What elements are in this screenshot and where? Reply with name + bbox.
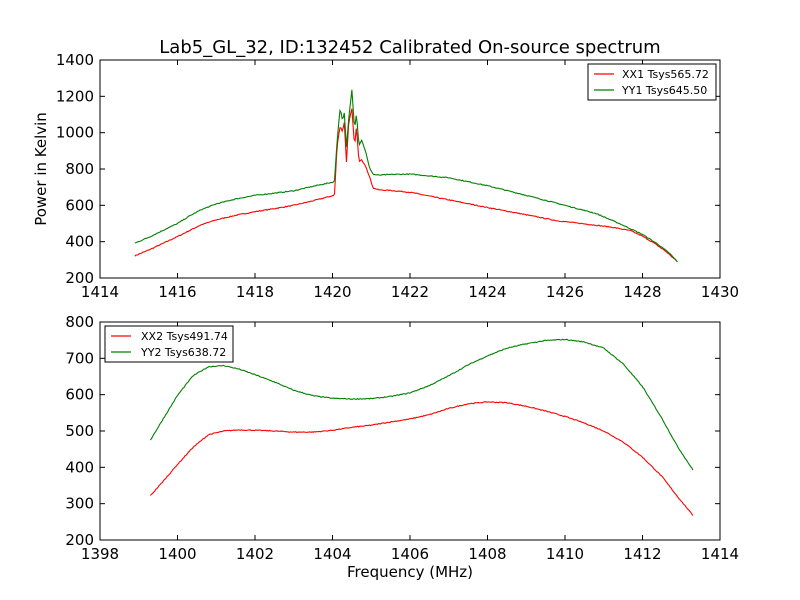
bottom-legend: XX2 Tsys491.74 YY2 Tsys638.72 bbox=[104, 325, 234, 363]
bottom-subplot: 1398 1400 1402 1404 1406 1408 1410 1412 1414 200 3… bbox=[65, 313, 739, 581]
bottom-x-tick-label: 1412 bbox=[623, 545, 661, 563]
bottom-legend-label-yy2: YY2 Tsys638.72 bbox=[140, 346, 226, 359]
top-y-tick-label: 600 bbox=[65, 196, 94, 214]
top-x-tick-label: 1426 bbox=[546, 283, 584, 301]
top-legend-box bbox=[587, 63, 717, 101]
bottom-series-line-2 bbox=[149, 338, 694, 471]
bottom-ticks-layer: 1398 1400 1402 1404 1406 1408 1410 1412 1414 200 3… bbox=[65, 313, 739, 563]
bottom-x-tick-label: 1414 bbox=[701, 545, 739, 563]
top-x-tick-label: 1414 bbox=[81, 283, 119, 301]
top-y-tick-label: 800 bbox=[65, 160, 94, 178]
top-series-line-2 bbox=[134, 89, 678, 263]
bottom-y-tick-label: 800 bbox=[65, 313, 94, 331]
top-x-tick-label: 1422 bbox=[391, 283, 429, 301]
bottom-x-axis-label: Frequency (MHz) bbox=[347, 563, 473, 581]
top-subplot: 1414 1416 1418 1420 1422 1424 1426 1428 1430 200 4… bbox=[32, 51, 739, 301]
bottom-y-tick-label: 700 bbox=[65, 349, 94, 367]
bottom-legend-box bbox=[104, 325, 234, 363]
top-y-tick-label: 1400 bbox=[56, 51, 94, 69]
top-ticks-layer: 1414 1416 1418 1420 1422 1424 1426 1428 1430 200 4… bbox=[56, 51, 739, 301]
bottom-series-line-1 bbox=[149, 401, 694, 516]
bottom-y-tick-label: 500 bbox=[65, 422, 94, 440]
top-x-tick-label: 1424 bbox=[468, 283, 506, 301]
top-series-layer bbox=[134, 89, 678, 263]
top-x-tick-label: 1418 bbox=[236, 283, 274, 301]
bottom-x-tick-label: 1398 bbox=[81, 545, 119, 563]
bottom-series-layer bbox=[149, 338, 694, 516]
top-x-tick-label: 1420 bbox=[313, 283, 351, 301]
bottom-y-tick-label: 400 bbox=[65, 458, 94, 476]
bottom-x-tick-label: 1400 bbox=[158, 545, 196, 563]
bottom-y-tick-label: 600 bbox=[65, 386, 94, 404]
top-legend-label-xx1: XX1 Tsys565.72 bbox=[622, 68, 709, 81]
bottom-x-tick-label: 1404 bbox=[313, 545, 351, 563]
top-x-tick-label: 1430 bbox=[701, 283, 739, 301]
top-y-tick-label: 400 bbox=[65, 233, 94, 251]
top-y-tick-label: 200 bbox=[65, 269, 94, 287]
top-y-axis-label: Power in Kelvin bbox=[32, 112, 50, 226]
bottom-y-tick-label: 300 bbox=[65, 495, 94, 513]
bottom-x-tick-label: 1410 bbox=[546, 545, 584, 563]
top-series-line-1 bbox=[134, 108, 678, 263]
bottom-x-tick-label: 1402 bbox=[236, 545, 274, 563]
figure-title: Lab5_GL_32, ID:132452 Calibrated On-sour… bbox=[159, 37, 660, 58]
top-x-tick-label: 1428 bbox=[623, 283, 661, 301]
bottom-x-tick-label: 1408 bbox=[468, 545, 506, 563]
top-y-tick-label: 1200 bbox=[56, 87, 94, 105]
bottom-y-tick-label: 200 bbox=[65, 531, 94, 549]
bottom-x-tick-label: 1406 bbox=[391, 545, 429, 563]
bottom-legend-label-xx2: XX2 Tsys491.74 bbox=[141, 330, 228, 343]
top-x-tick-label: 1416 bbox=[158, 283, 196, 301]
top-legend: XX1 Tsys565.72 YY1 Tsys645.50 bbox=[587, 63, 717, 101]
top-legend-label-yy1: YY1 Tsys645.50 bbox=[621, 84, 707, 97]
top-y-tick-label: 1000 bbox=[56, 124, 94, 142]
